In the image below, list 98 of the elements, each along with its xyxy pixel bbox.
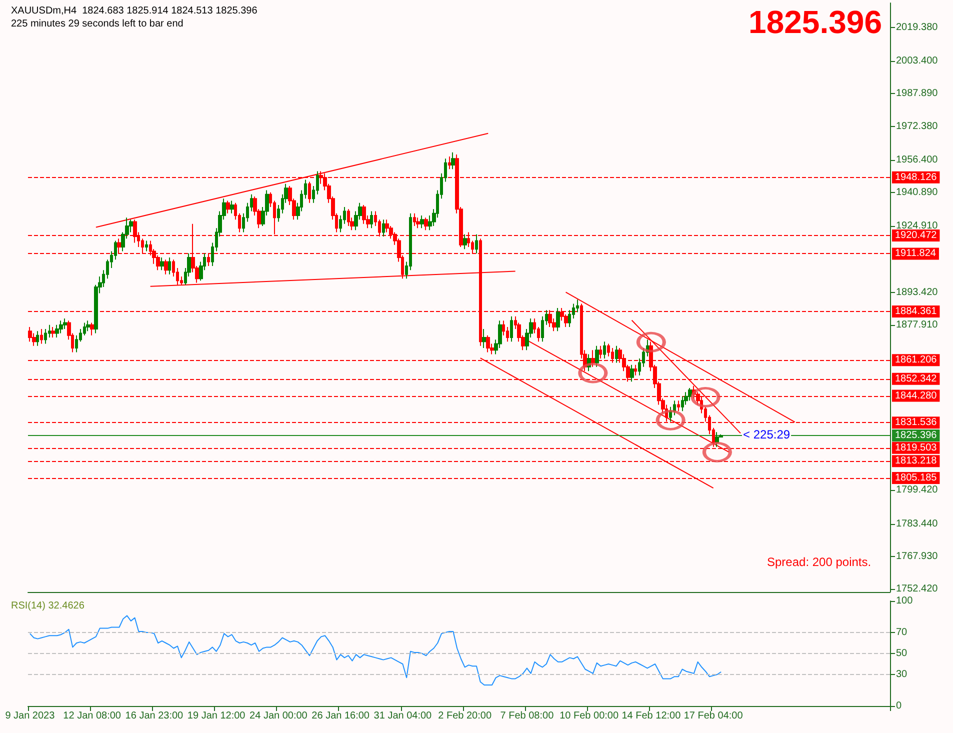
point <box>636 332 666 353</box>
chart-title: RSI(14) 32.4626 <box>11 600 85 612</box>
candlestick <box>556 308 560 332</box>
x-tick-label: 14 Feb 12:00 <box>622 710 682 722</box>
candlestick <box>90 322 94 336</box>
point <box>656 410 686 431</box>
y-tick-label: 1987.890 <box>896 88 938 100</box>
candlestick <box>634 364 637 376</box>
y-tick-label: 30 <box>896 669 908 680</box>
ref-line-label: 1948.126 <box>895 172 938 183</box>
ref-line-label: 1844.280 <box>895 390 938 402</box>
candlestick <box>615 345 618 364</box>
candlestick <box>451 152 455 170</box>
candlestick <box>63 318 67 330</box>
x-tick-label: 19 Jan 12:00 <box>187 710 246 722</box>
point <box>578 362 608 384</box>
candlestick <box>40 328 43 344</box>
annotation: 1825.396 <box>748 4 882 40</box>
x-tick-label: 16 Jan 23:00 <box>125 710 184 722</box>
candlestick <box>510 316 513 342</box>
candlestick <box>688 387 692 402</box>
y-tick-label: 100 <box>896 596 914 606</box>
x-tick-label: 10 Feb 00:00 <box>560 710 619 722</box>
candlestick <box>420 214 424 229</box>
candlestick <box>51 326 55 338</box>
y-tick-label: 1752.420 <box>896 584 938 595</box>
x-tick-label: 2 Feb 20:00 <box>438 710 492 722</box>
line-series <box>29 615 722 686</box>
y-tick-label: 0 <box>896 700 902 712</box>
chart-title: XAUUSDm,H4 1824.683 1825.914 1824.513 1825.396 <box>11 6 258 16</box>
candlestick <box>28 326 32 342</box>
text: 225 minutes 29 seconds left to bar end <box>11 18 184 30</box>
candlestick <box>226 200 230 214</box>
y-tick-label: 2003.400 <box>896 56 938 67</box>
ref-line-label: 1825.396 <box>895 430 938 441</box>
candlestick <box>482 328 486 348</box>
candlestick <box>463 234 467 250</box>
candlestick <box>55 324 59 338</box>
y-tick-label: 1799.420 <box>896 484 938 496</box>
ref-line-label: 1819.503 <box>895 442 938 454</box>
ref-line-label: 1920.472 <box>895 230 938 242</box>
x-tick-label: 24 Jan 00:00 <box>250 710 308 722</box>
candlestick <box>603 341 606 360</box>
candlestick <box>164 259 168 275</box>
candlestick <box>591 350 595 368</box>
candlestick <box>673 400 676 416</box>
y-tick-label: 1972.380 <box>896 120 938 132</box>
candlestick <box>448 156 451 170</box>
candlestick <box>168 257 171 275</box>
candlestick <box>347 208 350 226</box>
x-tick-label: 7 Feb 08:00 <box>500 710 554 722</box>
y-tick-label: 1877.910 <box>896 320 938 331</box>
candlestick <box>160 257 164 271</box>
x-tick-label: 26 Jan 16:00 <box>312 710 370 722</box>
candlestick <box>362 204 366 224</box>
candlestick <box>677 400 680 412</box>
candlestick <box>424 217 428 231</box>
ref-line-label: 1852.342 <box>895 373 938 384</box>
candlestick <box>475 234 478 254</box>
y-tick-label: 1767.930 <box>896 550 938 562</box>
annotation: < 225:29 <box>743 428 790 442</box>
candlestick <box>681 396 684 412</box>
y-tick-label: 1940.890 <box>896 187 938 198</box>
candlestick <box>44 328 47 344</box>
ref-line-label: 1911.824 <box>895 248 936 260</box>
candlestick <box>630 364 634 382</box>
ref-line-label: 1831.536 <box>895 417 938 428</box>
candlestick <box>382 219 385 237</box>
ref-line-label: 1813.218 <box>895 456 938 467</box>
y-tick-label: 70 <box>896 627 908 638</box>
y-tick-label: 1783.440 <box>896 518 938 530</box>
ref-line-label: 1861.206 <box>895 354 938 366</box>
ref-line-label: 1884.361 <box>895 306 938 317</box>
x-tick-label: 9 Jan 2023 <box>5 710 56 722</box>
x-tick-label: 17 Feb 04:00 <box>684 710 744 722</box>
y-tick-label: 1893.420 <box>896 286 938 298</box>
candlestick <box>36 330 39 346</box>
candlestick <box>595 345 599 368</box>
candlestick <box>370 210 373 229</box>
candlestick <box>413 212 416 226</box>
candlestick <box>715 432 719 448</box>
candlestick <box>308 181 311 204</box>
point <box>702 442 732 463</box>
annotation: Spread: 200 points. <box>767 555 872 569</box>
y-tick-label: 1924.910 <box>896 220 938 232</box>
candlestick <box>230 200 234 214</box>
point <box>691 386 720 408</box>
candlestick <box>486 334 490 353</box>
candlestick <box>416 217 420 229</box>
y-tick-label: 1956.400 <box>896 154 938 166</box>
candlestick <box>59 320 63 334</box>
ref-line-label: 1805.185 <box>895 472 938 484</box>
x-tick-label: 12 Jan 08:00 <box>63 710 122 722</box>
candlestick <box>145 240 148 252</box>
x-tick-label: 31 Jan 04:00 <box>374 710 432 722</box>
y-tick-label: 2019.380 <box>896 22 938 33</box>
candlestick <box>86 320 90 332</box>
y-tick-label: 50 <box>896 648 908 659</box>
